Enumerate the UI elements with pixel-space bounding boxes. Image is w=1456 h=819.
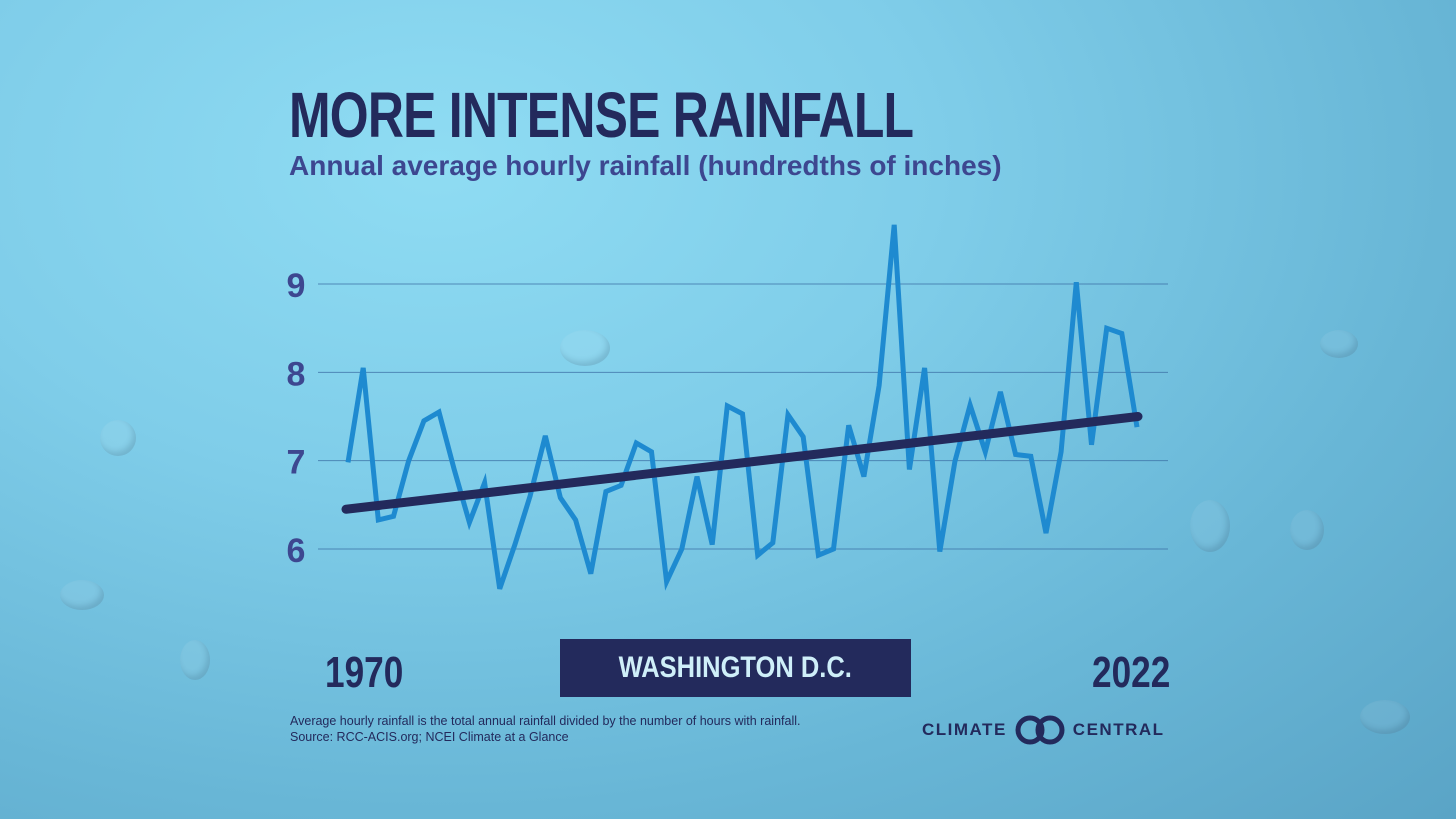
y-tick-label: 8 bbox=[287, 355, 306, 393]
brand-left-text: CLIMATE bbox=[922, 720, 1007, 739]
raindrop bbox=[60, 580, 104, 610]
linked-circles-icon bbox=[1015, 715, 1065, 745]
raindrop bbox=[100, 420, 136, 456]
raindrop bbox=[180, 640, 210, 680]
y-tick-label: 9 bbox=[287, 267, 306, 305]
raindrop bbox=[1320, 330, 1358, 358]
footnote-source: Source: RCC-ACIS.org; NCEI Climate at a … bbox=[290, 730, 569, 744]
raindrop bbox=[1190, 500, 1230, 552]
y-tick-label: 7 bbox=[287, 444, 306, 482]
climate-central-logo: CLIMATE CENTRAL bbox=[922, 714, 1165, 746]
x-end-label: 2022 bbox=[1092, 648, 1171, 697]
location-badge: WASHINGTON D.C. bbox=[560, 639, 911, 697]
chart-subtitle: Annual average hourly rainfall (hundredt… bbox=[289, 150, 1002, 181]
rainfall-series-line bbox=[345, 224, 1140, 591]
raindrop bbox=[560, 330, 610, 366]
y-tick-label: 6 bbox=[287, 532, 306, 570]
raindrop bbox=[1360, 700, 1410, 734]
chart-title: MORE INTENSE RAINFALL bbox=[289, 79, 914, 151]
brand-right-text: CENTRAL bbox=[1072, 720, 1165, 739]
x-start-label: 1970 bbox=[325, 648, 404, 697]
footnote-definition: Average hourly rainfall is the total ann… bbox=[290, 714, 801, 728]
location-label: WASHINGTON D.C. bbox=[618, 651, 853, 684]
trend-line bbox=[341, 412, 1143, 514]
footnote: Average hourly rainfall is the total ann… bbox=[290, 713, 800, 745]
raindrop bbox=[1290, 510, 1324, 550]
